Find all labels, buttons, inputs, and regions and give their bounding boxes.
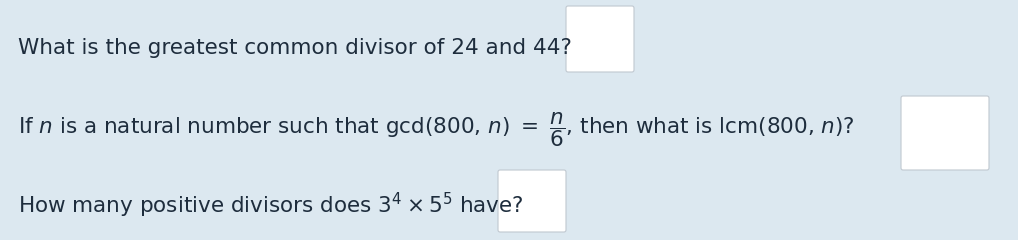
Text: If $n$ is a natural number such that gcd(800, $n$) $=$ $\dfrac{n}{6}$, then what: If $n$ is a natural number such that gcd… bbox=[18, 111, 855, 149]
FancyBboxPatch shape bbox=[566, 6, 634, 72]
FancyBboxPatch shape bbox=[498, 170, 566, 232]
Text: What is the greatest common divisor of 24 and 44?: What is the greatest common divisor of 2… bbox=[18, 38, 572, 58]
Text: How many positive divisors does $3^4 \times 5^5$ have?: How many positive divisors does $3^4 \ti… bbox=[18, 190, 524, 220]
FancyBboxPatch shape bbox=[901, 96, 989, 170]
